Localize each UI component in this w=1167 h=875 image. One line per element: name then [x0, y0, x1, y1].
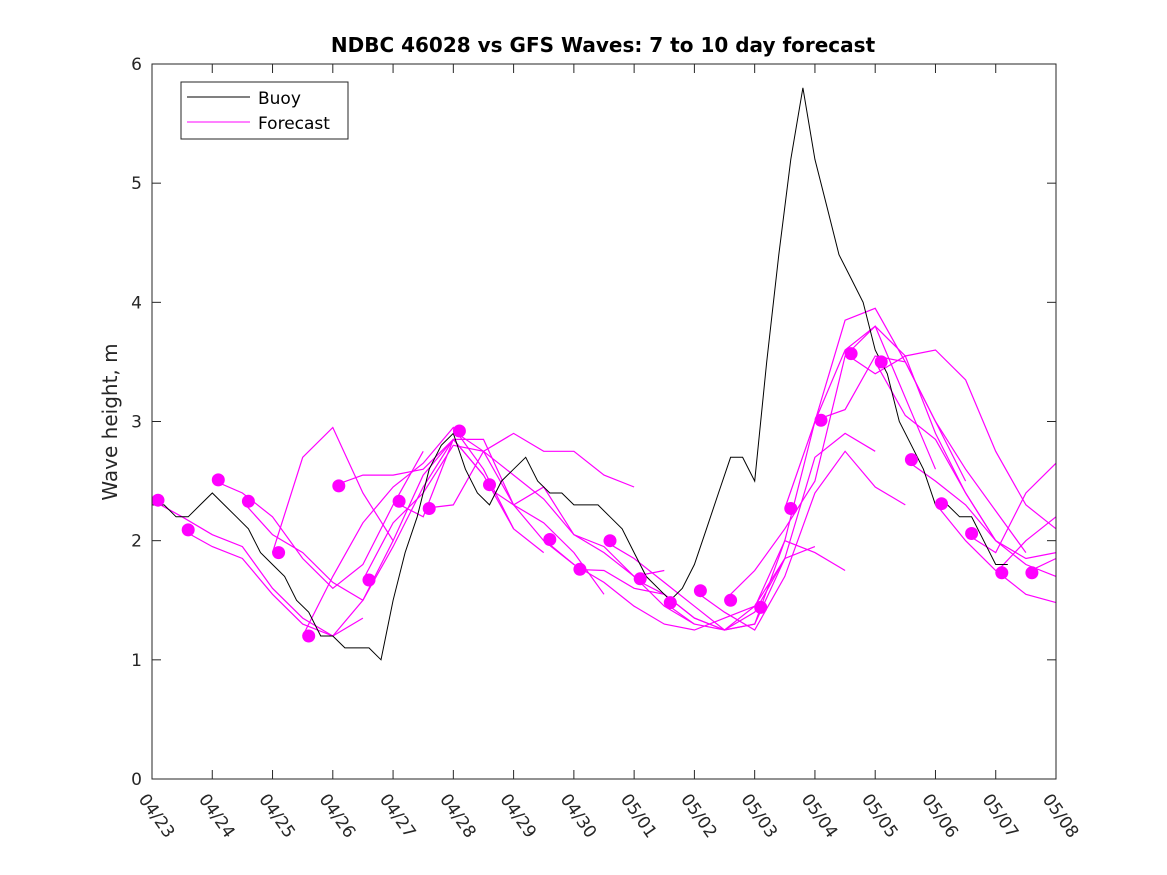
forecast-line-0 — [151, 499, 364, 637]
forecast-marker-26 — [965, 527, 979, 540]
y-axis-label: Wave height, m — [98, 343, 122, 500]
forecast-marker-5 — [302, 629, 316, 643]
forecast-marker-19 — [754, 600, 768, 614]
forecast-line-17 — [694, 450, 906, 631]
forecast-line-27 — [995, 516, 1057, 574]
forecast-markers — [151, 347, 1039, 643]
y-tick-label-3: 3 — [131, 413, 142, 433]
forecast-line-6 — [332, 438, 545, 554]
forecast-marker-18 — [724, 593, 738, 607]
y-tick-label-6: 6 — [131, 55, 142, 75]
forecast-line-21 — [814, 355, 1027, 553]
forecast-marker-14 — [603, 534, 617, 548]
plot-area — [151, 87, 1057, 661]
buoy-line — [152, 87, 1008, 661]
forecast-marker-23 — [874, 355, 888, 369]
forecast-marker-12 — [543, 533, 557, 546]
forecast-line-9 — [423, 432, 635, 510]
y-tick-label-5: 5 — [131, 174, 142, 194]
forecast-marker-22 — [844, 347, 858, 361]
forecast-marker-0 — [151, 493, 165, 507]
forecast-marker-15 — [633, 572, 647, 586]
forecast-marker-3 — [241, 494, 255, 508]
forecast-marker-20 — [784, 502, 798, 515]
forecast-marker-2 — [211, 473, 225, 487]
forecast-marker-16 — [663, 596, 677, 610]
forecast-marker-21 — [814, 413, 828, 427]
forecast-marker-1 — [181, 523, 195, 537]
forecast-line-11 — [483, 484, 695, 625]
legend-forecast-label: Forecast — [258, 114, 330, 134]
y-tick-label-1: 1 — [131, 651, 142, 671]
forecast-marker-25 — [935, 497, 948, 511]
legend: Buoy Forecast — [180, 81, 349, 140]
forecast-line-16 — [663, 432, 876, 631]
forecast-line-24 — [904, 459, 1057, 560]
y-tick-label-2: 2 — [131, 532, 142, 552]
legend-box — [180, 81, 349, 140]
legend-buoy-label: Buoy — [258, 89, 301, 109]
forecast-line-26 — [965, 462, 1057, 554]
forecast-marker-17 — [693, 584, 707, 598]
forecast-line-1 — [181, 529, 394, 637]
forecast-marker-9 — [422, 502, 436, 515]
forecast-marker-13 — [573, 562, 587, 576]
forecast-marker-7 — [362, 573, 376, 587]
forecast-marker-4 — [272, 546, 286, 560]
forecast-marker-27 — [995, 566, 1009, 580]
forecast-line-23 — [874, 361, 1057, 577]
forecast-line-18 — [724, 325, 937, 601]
forecast-line-25 — [935, 503, 1057, 604]
chart-title: NDBC 46028 vs GFS Waves: 7 to 10 day for… — [331, 33, 876, 57]
y-tick-label-0: 0 — [131, 770, 142, 790]
forecast-marker-10 — [452, 424, 466, 438]
y-tick-label-4: 4 — [131, 293, 142, 313]
forecast-marker-24 — [904, 453, 918, 467]
forecast-line-7 — [362, 444, 575, 581]
forecast-marker-28 — [1025, 566, 1039, 580]
forecast-marker-11 — [483, 478, 496, 492]
forecast-line-4 — [271, 426, 484, 553]
forecast-marker-8 — [392, 494, 406, 508]
forecast-marker-6 — [332, 479, 346, 493]
forecast-line-5 — [302, 426, 515, 637]
forecast-line-10 — [452, 430, 665, 578]
